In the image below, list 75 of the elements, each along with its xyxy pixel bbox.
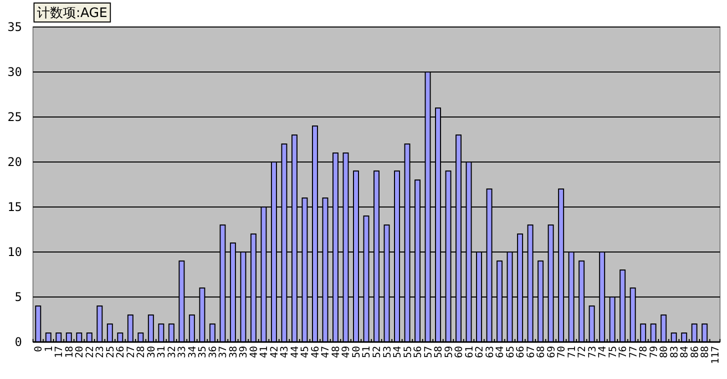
x-tick-label: 63 [484,346,496,358]
x-tick-label: 57 [423,346,434,358]
x-tick-label: 33 [177,346,188,358]
y-tick-label: 5 [14,290,22,304]
x-tick-label: 23 [95,346,106,358]
x-tick-label: 52 [372,346,383,358]
x-tick-label: 20 [74,346,86,358]
x-tick-label: 69 [546,346,558,358]
x-tick-label: 30 [146,346,158,358]
x-tick-label: 26 [116,346,127,358]
y-tick-label: 25 [8,110,22,124]
x-tick-label: 58 [434,346,445,358]
x-tick-label: 28 [136,346,148,358]
x-tick-label: 84 [680,346,691,358]
x-tick-label: 72 [577,346,588,358]
x-tick-label: 61 [464,346,476,358]
y-tick-label: 30 [8,65,22,79]
x-tick-label: 34 [187,346,198,358]
y-tick-label: 15 [8,200,22,214]
x-tick-label: 71 [566,346,578,358]
x-tick-label: 1 [44,346,55,352]
x-tick-label: 117 [710,346,722,364]
x-tick-label: 32 [166,346,178,358]
y-tick-label: 35 [8,20,22,34]
x-tick-label: 54 [392,346,404,358]
x-tick-label: 86 [690,346,701,358]
x-tick-label: 83 [669,346,680,358]
x-tick-label: 35 [198,346,209,358]
x-tick-label: 41 [259,346,270,358]
x-tick-label: 25 [105,346,116,358]
x-tick-label: 37 [218,346,230,358]
x-tick-label: 76 [618,346,630,358]
x-tick-label: 62 [474,346,486,358]
x-tick-label: 48 [330,346,342,358]
x-tick-label: 40 [248,346,260,358]
x-tick-label: 74 [598,346,609,358]
x-tick-label: 56 [413,346,424,358]
x-tick-label: 78 [638,346,650,358]
x-tick-label: 64 [495,346,506,358]
x-tick-label: 68 [536,346,548,358]
x-tick-label: 75 [608,346,619,358]
chart-title: 计数项:AGE [37,6,108,21]
x-tick-label: 50 [351,346,362,358]
x-tick-label: 38 [228,346,240,358]
x-tick-label: 55 [402,346,414,358]
x-tick-label: 47 [320,346,332,358]
x-tick-label: 80 [659,346,670,358]
x-tick-label: 43 [280,346,291,358]
x-tick-label: 27 [126,346,137,358]
x-tick-label: 31 [156,346,168,358]
x-tick-label: 46 [310,346,322,358]
x-tick-label: 36 [208,346,219,358]
x-tick-label: 79 [648,346,660,358]
x-tick-label: 22 [84,346,96,358]
x-tick-label: 51 [362,346,373,358]
x-tick-label: 42 [269,346,280,358]
x-tick-label: 70 [556,346,568,358]
x-tick-label: 60 [454,346,466,358]
x-tick-label: 49 [341,346,352,358]
x-tick-label: 0 [34,346,45,352]
x-tick-label: 66 [516,346,527,358]
x-tick-label: 59 [444,346,455,358]
x-tick-label: 77 [628,346,640,358]
x-tick-label: 45 [300,346,312,358]
x-tick-label: 53 [382,346,394,358]
x-tick-label: 65 [505,346,516,358]
x-tick-label: 73 [587,346,598,358]
x-tick-label: 18 [64,346,76,358]
y-tick-label: 20 [8,155,22,169]
x-tick-label: 88 [700,346,712,358]
x-tick-label: 39 [238,346,250,358]
x-tick-label: 44 [290,346,301,358]
y-tick-label: 10 [8,245,22,259]
x-tick-label: 67 [526,346,537,358]
x-tick-label: 17 [54,346,66,358]
